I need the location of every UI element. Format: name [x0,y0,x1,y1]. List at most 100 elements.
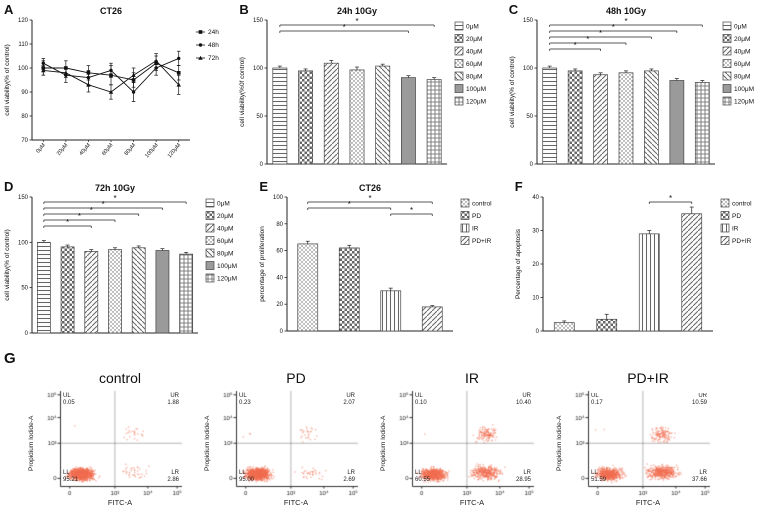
bar-chart-24h-10gy: 24h 10Gy 0 50 100 150 cell viability(%0f cont… [237,4,506,177]
svg-text:PD: PD [472,213,481,220]
svg-text:0: 0 [535,329,539,335]
svg-text:20: 20 [277,302,284,308]
row-2: D 72h 10Gy 0 50 100 150 cell viability(% of c… [2,179,772,346]
flow-x-axis-label: FITC-A [459,498,485,507]
panel-label-B: B [239,2,249,17]
svg-text:*: * [573,41,576,50]
flow-body: Propidium Iodide-A UL 0.17 UR 10.59 LL 51.5… [556,387,714,499]
flow-panel-pd: PD Propidium Iodide-A UL 0.23 UR 2.07 LL 95… [204,370,362,507]
svg-text:control: control [732,201,752,208]
svg-text:120μM: 120μM [734,99,754,106]
svg-text:*: * [410,206,413,215]
svg-text:110: 110 [18,42,28,48]
flow-row: control Propidium Iodide-A UL 0.05 UR 1.88… [4,370,772,507]
svg-text:48h: 48h [208,42,219,49]
flow-canvas-control [36,387,186,499]
panel-D: D 72h 10Gy 0 50 100 150 cell viability(% of c… [2,179,257,346]
svg-text:20μM: 20μM [217,213,233,220]
quadrant-ur: UR 2.07 [343,393,355,406]
svg-text:*: * [669,194,672,203]
svg-text:100μM: 100μM [144,142,160,159]
panel-C: C 48h 10Gy 0 50 100 150 cell viability(% of c… [507,2,772,179]
svg-text:0: 0 [260,162,264,168]
flow-body: Propidium Iodide-A UL 0.05 UR 1.88 LL 95.21… [28,387,186,499]
flow-x-axis-label: FITC-A [635,498,661,507]
svg-text:100: 100 [253,66,264,72]
flow-y-axis-label: Propidium Iodide-A [204,415,211,471]
quadrant-ur: UR 10.59 [691,393,707,406]
panel-label-C: C [508,2,519,17]
svg-text:20μM: 20μM [734,36,750,43]
svg-text:80μM: 80μM [734,74,750,81]
quadrant-ur: UR 10.40 [515,393,531,406]
svg-text:cell viability(% of control): cell viability(% of control) [509,56,516,128]
quadrant-ul: UL 0.23 [239,393,251,406]
svg-text:40μM: 40μM [217,226,233,233]
svg-text:60μM: 60μM [217,238,233,245]
flow-panel-ir: IR Propidium Iodide-A UL 0.10 UR 10.40 LL 6… [380,370,538,507]
svg-text:*: * [599,29,602,38]
svg-text:20μM: 20μM [466,36,482,43]
quadrant-ll: LL 51.59 [591,470,607,483]
svg-text:120μM: 120μM [217,276,237,283]
svg-text:100: 100 [18,240,29,246]
bar-chart-48h-10gy: 48h 10Gy 0 50 100 150 cell viability(% of con… [507,4,772,177]
svg-text:24h 10Gy: 24h 10Gy [337,6,377,16]
svg-text:*: * [343,23,346,32]
svg-text:40: 40 [532,195,539,201]
svg-text:cell viability(% of control): cell viability(% of control) [4,44,11,116]
bar-chart-apoptosis: 0 10 20 30 40 Percentage of apoptosis * control… [513,181,772,344]
svg-text:90: 90 [21,90,28,96]
bar-chart-72h-10gy: 72h 10Gy 0 50 100 150 cell viability(% of con… [2,181,257,346]
svg-text:100: 100 [273,195,284,201]
svg-text:CT26: CT26 [359,183,381,193]
svg-text:50: 50 [257,114,264,120]
flow-canvas-pd-ir [564,387,714,499]
svg-text:0: 0 [529,162,533,168]
quadrant-ll: LL 95.21 [63,470,79,483]
flow-title-pd-ir: PD+IR [627,370,669,386]
svg-text:*: * [102,200,105,209]
svg-text:48h 10Gy: 48h 10Gy [606,6,646,16]
svg-text:50: 50 [526,114,533,120]
flow-body: Propidium Iodide-A UL 0.10 UR 10.40 LL 60.5… [380,387,538,499]
panel-A: A CT26 70 80 90 100 110 120 cell viability(% of… [2,2,237,179]
svg-text:0: 0 [280,329,284,335]
svg-text:40μM: 40μM [78,142,92,157]
svg-text:percentage of proliferation: percentage of proliferation [259,226,266,302]
svg-text:cell viability(%0f control): cell viability(%0f control) [239,57,246,127]
svg-text:100μM: 100μM [466,86,486,93]
svg-text:20μM: 20μM [56,142,70,157]
svg-text:80μM: 80μM [124,142,138,157]
svg-text:0μM: 0μM [35,142,47,154]
flow-title-ir: IR [465,370,479,386]
quadrant-lr: LR 28.95 [515,470,531,483]
svg-text:*: * [66,218,69,227]
svg-text:40: 40 [277,275,284,281]
flow-y-axis-label: Propidium Iodide-A [28,415,35,471]
svg-text:IR: IR [732,226,739,233]
panel-B: B 24h 10Gy 0 50 100 150 cell viability(%0f co… [237,2,506,179]
svg-text:cell viability(% of control): cell viability(% of control) [4,229,11,301]
svg-text:IR: IR [472,226,479,233]
svg-text:*: * [586,35,589,44]
quadrant-lr: LR 2.69 [343,470,355,483]
svg-text:100: 100 [523,66,534,72]
svg-text:40μM: 40μM [466,49,482,56]
svg-text:60μM: 60μM [466,61,482,68]
svg-text:72h 10Gy: 72h 10Gy [95,183,135,193]
svg-text:*: * [78,212,81,221]
svg-text:120μM: 120μM [466,99,486,106]
svg-text:70: 70 [21,138,28,144]
quadrant-ul: UL 0.10 [415,393,427,406]
svg-text:100μM: 100μM [217,263,237,270]
panel-label-D: D [4,179,14,194]
flow-x-axis-label: FITC-A [283,498,309,507]
flow-panel-control: control Propidium Iodide-A UL 0.05 UR 1.88… [28,370,186,507]
flow-plot-ir: UL 0.10 UR 10.40 LL 60.55 LR 28.95 [388,387,538,499]
bar-chart-proliferation: CT26 0 20 40 60 80 100 percentage of proliferat… [257,181,512,344]
svg-text:0μM: 0μM [734,24,747,31]
svg-text:20: 20 [532,262,539,268]
svg-text:0: 0 [25,331,29,337]
svg-text:80: 80 [277,222,284,228]
